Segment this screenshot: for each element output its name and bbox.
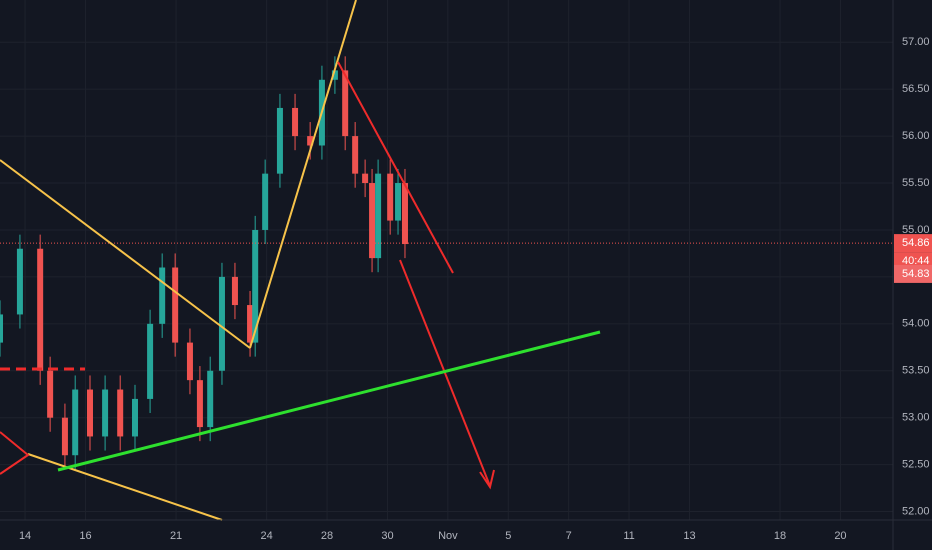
y-tick-label: 53.50 <box>902 365 930 377</box>
candle-body <box>131 398 138 437</box>
x-tick-label: 18 <box>774 530 786 542</box>
y-tick-label: 52.00 <box>902 505 930 517</box>
price-tag <box>894 264 932 283</box>
y-tick-label: 56.50 <box>902 83 930 95</box>
candle-body <box>86 389 93 437</box>
y-tick-label: 55.00 <box>902 224 930 236</box>
x-tick-label: 13 <box>683 530 695 542</box>
drawings <box>0 0 601 521</box>
x-tick-label: 16 <box>79 530 91 542</box>
candle-body <box>37 248 44 371</box>
candle-body <box>186 342 193 381</box>
y-tick-label: 55.50 <box>902 177 930 189</box>
x-tick-label: 30 <box>381 530 393 542</box>
candle-body <box>72 389 79 456</box>
x-tick-label: 11 <box>623 530 634 542</box>
candle-body <box>387 173 394 221</box>
trend-line <box>27 453 223 521</box>
candle-body <box>401 183 408 245</box>
candle-body <box>395 183 402 221</box>
x-tick-label: 20 <box>834 530 846 542</box>
y-tick-label: 52.50 <box>902 459 930 471</box>
grid <box>0 0 893 520</box>
candle-body <box>147 323 154 399</box>
x-tick-label: 14 <box>19 530 31 542</box>
candle-body <box>207 370 214 428</box>
candle-body <box>307 136 314 146</box>
candle-body <box>262 173 269 230</box>
trend-line <box>0 159 251 349</box>
countdown-label: 40:44 <box>902 255 930 267</box>
trend-line <box>249 0 357 349</box>
y-tick-label: 56.00 <box>902 130 930 142</box>
candle-body <box>159 267 166 324</box>
price-tag-label: 54.83 <box>902 268 930 280</box>
price-tag-label: 54.86 <box>902 237 930 249</box>
y-tick-label: 53.00 <box>902 412 930 424</box>
candle-body <box>247 305 254 343</box>
candle-body <box>362 173 369 184</box>
candle-body <box>0 314 3 343</box>
x-tick-label: 28 <box>321 530 333 542</box>
candle-body <box>252 229 259 343</box>
candle-body <box>47 370 54 418</box>
candle-body <box>342 70 349 137</box>
candle-body <box>102 389 109 437</box>
x-tick-label: 21 <box>170 530 182 542</box>
trend-line <box>57 330 601 472</box>
y-tick-label: 57.00 <box>902 36 930 48</box>
x-tick-label: 5 <box>505 530 511 542</box>
y-tick-label: 54.00 <box>902 318 930 330</box>
axis-labels: 52.0052.5053.0053.5054.0054.5055.0055.50… <box>19 36 932 542</box>
price-tag <box>894 234 932 253</box>
candle-body <box>276 107 283 174</box>
candle-body <box>196 380 203 428</box>
candle-body <box>369 183 376 259</box>
trend-line <box>337 61 454 274</box>
candle-body <box>375 173 382 259</box>
candle-body <box>352 136 359 174</box>
candle-body <box>172 267 179 343</box>
candle-body <box>117 389 124 437</box>
candle-body <box>61 417 68 456</box>
candle-body <box>218 276 225 371</box>
arrow-head <box>479 469 495 490</box>
candle-body <box>231 276 238 306</box>
trend-line <box>0 431 30 475</box>
candle-body <box>292 107 299 137</box>
x-tick-label: Nov <box>438 530 458 542</box>
candle-body <box>331 70 338 80</box>
x-tick-label: 7 <box>566 530 572 542</box>
candle-body <box>16 248 23 315</box>
x-tick-label: 24 <box>261 530 273 542</box>
